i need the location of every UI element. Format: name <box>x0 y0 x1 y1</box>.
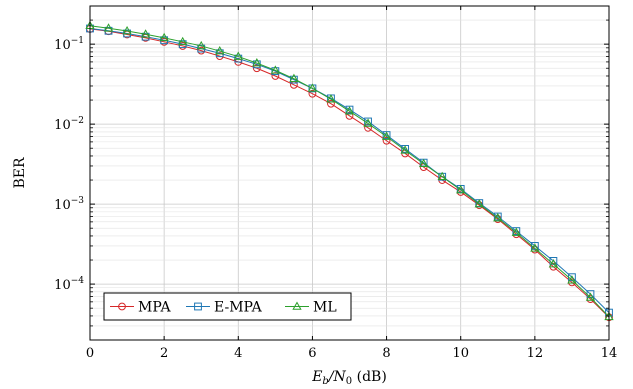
data-point-ml <box>270 65 281 74</box>
data-point-mpa <box>382 136 391 145</box>
y-tick-label-base: 10 <box>54 198 71 213</box>
data-point-ml <box>252 58 262 67</box>
legend-label-mpa: MPA <box>138 300 171 316</box>
legend-marker-mpa <box>118 302 126 311</box>
y-tick-label-exponent: −1 <box>71 36 84 46</box>
series-layer <box>85 20 614 322</box>
data-point-ml <box>233 51 243 60</box>
x-tick-label: 0 <box>86 346 94 361</box>
data-point-ml <box>326 94 336 103</box>
y-axis-label: BER <box>12 157 28 189</box>
legend-label-e-mpa: E-MPA <box>214 300 263 316</box>
legend-marker-ml <box>292 301 302 310</box>
y-tick-labels: 10−410−310−210−1 <box>54 36 84 293</box>
data-point-ml <box>400 145 410 154</box>
data-point-ml <box>289 73 299 82</box>
y-tick-label-base: 10 <box>54 278 71 293</box>
data-point-ml <box>307 83 318 92</box>
series-line-mpa <box>89 28 610 318</box>
data-point-ml <box>567 275 577 284</box>
data-point-mpa <box>271 72 280 80</box>
x-tick-labels: 0 2 4 6 8 10 12 14 <box>86 346 617 361</box>
x-tick-label: 4 <box>234 346 242 361</box>
data-point-ml <box>196 40 206 50</box>
y-tick-label: 10−1 <box>54 36 84 53</box>
series-e-mpa <box>86 24 613 317</box>
data-point-ml <box>159 32 169 42</box>
data-point-ml <box>585 292 596 301</box>
x-axis-label-main: E <box>311 369 322 385</box>
series-line-ml <box>89 25 610 318</box>
data-point-ml <box>530 243 540 252</box>
x-axis-label-mid: /N <box>327 369 347 385</box>
data-point-ml <box>511 227 521 236</box>
legend-item-e-mpa: E-MPA <box>186 300 263 316</box>
data-point-ml <box>363 118 373 127</box>
legend-box <box>103 292 352 321</box>
data-point-ml <box>548 259 559 268</box>
data-point-mpa <box>345 111 354 120</box>
data-point-ml <box>456 185 466 194</box>
y-tick-label-base: 10 <box>54 38 71 53</box>
y-tick-label-base: 10 <box>54 118 71 133</box>
grid <box>89 5 610 341</box>
data-point-ml <box>140 29 151 38</box>
legend-marker-e-mpa <box>194 302 202 311</box>
data-point-ml <box>122 25 132 35</box>
x-tick-label: 12 <box>527 346 544 361</box>
data-point-e-mpa <box>289 75 298 84</box>
y-tick-label: 10−4 <box>54 276 84 293</box>
ticks <box>89 5 610 341</box>
legend-item-ml: ML <box>285 300 337 316</box>
data-point-ml <box>215 46 225 55</box>
legend-label-ml: ML <box>313 300 337 316</box>
data-point-ml <box>437 171 447 181</box>
x-tick-label: 14 <box>601 346 618 361</box>
x-tick-label: 10 <box>452 346 469 361</box>
data-point-ml <box>381 131 392 140</box>
x-tick-label: 8 <box>382 346 390 361</box>
y-tick-label-exponent: −4 <box>71 276 85 286</box>
data-point-ml <box>344 106 355 115</box>
data-point-mpa <box>308 89 317 98</box>
x-tick-label: 2 <box>160 346 168 361</box>
y-tick-label: 10−3 <box>54 196 84 213</box>
y-tick-label-exponent: −3 <box>71 196 85 206</box>
data-point-ml <box>493 213 503 222</box>
x-axis-label-unit: (dB) <box>352 369 387 385</box>
series-line-e-mpa <box>89 27 610 313</box>
y-tick-label-exponent: −2 <box>71 116 84 126</box>
data-point-mpa <box>327 99 335 108</box>
data-point-ml <box>103 23 114 32</box>
data-point-ml <box>418 158 429 168</box>
x-axis-label: Eb/N0 (dB) <box>311 369 387 387</box>
series-mpa <box>86 25 613 322</box>
series-ml <box>85 20 614 321</box>
legend-items: MPA E-MPA ML <box>110 300 337 316</box>
x-axis-label-sub2: 0 <box>346 376 352 387</box>
x-tick-label: 6 <box>308 346 316 361</box>
data-point-mpa <box>252 64 261 73</box>
legend-item-mpa: MPA <box>110 300 171 316</box>
plot-frame <box>89 5 610 341</box>
y-tick-label: 10−2 <box>54 116 84 133</box>
data-point-e-mpa <box>271 67 280 76</box>
data-point-ml <box>178 36 188 46</box>
data-point-ml <box>474 199 484 208</box>
legend: MPA E-MPA ML <box>103 292 352 321</box>
x-axis-label-sub1: b <box>322 376 328 387</box>
